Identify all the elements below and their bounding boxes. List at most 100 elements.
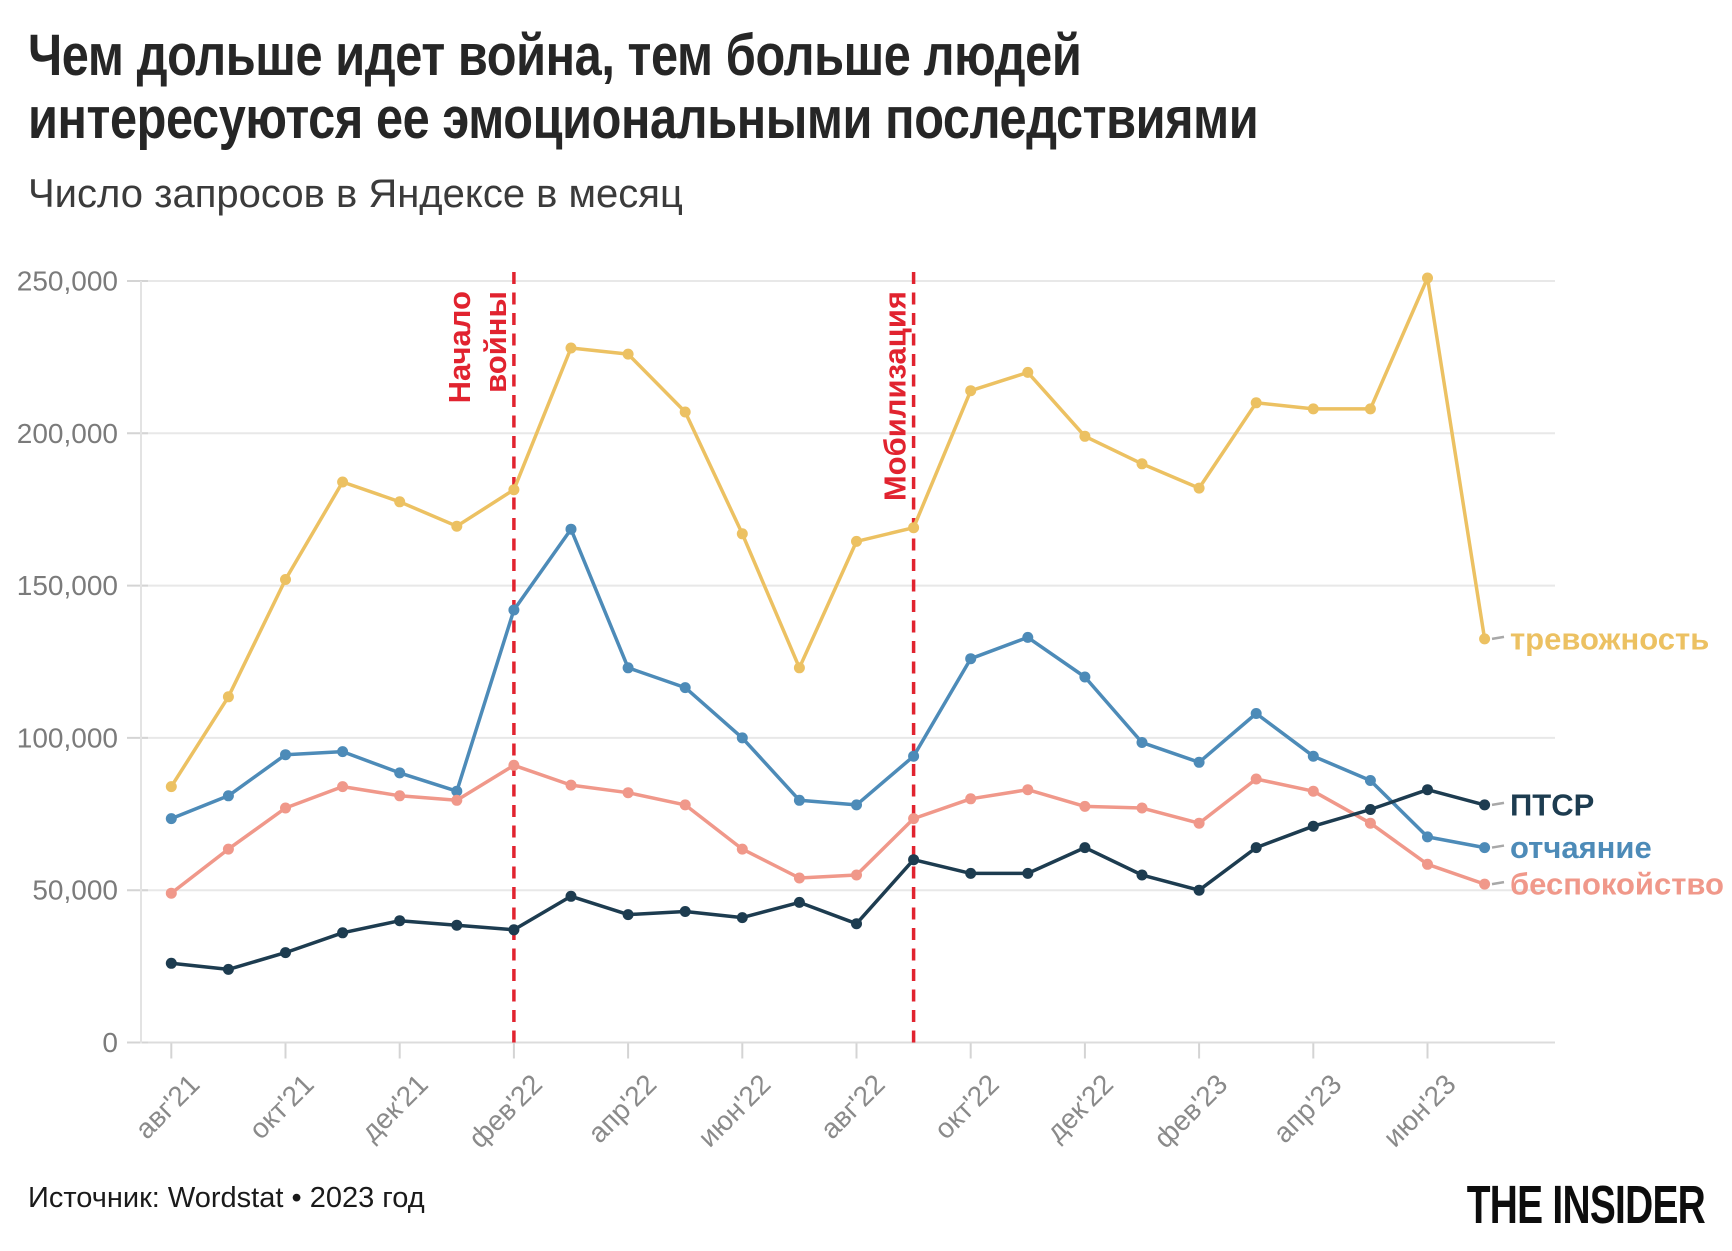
data-point-anxiety-19 [1250,397,1262,409]
data-point-despair-5 [451,785,463,797]
data-point-despair-7 [565,523,577,535]
series-line-worry [169,763,1487,895]
data-point-worry-7 [565,779,577,791]
data-point-anxiety-2 [280,574,291,585]
legend-label-ptsd: ПТСР [1510,787,1594,822]
x-axis-label: окт'21 [243,1068,320,1145]
x-axis-label: апр'22 [582,1068,662,1148]
data-point-despair-18 [1193,756,1205,768]
legend-dash-despair [1491,844,1505,849]
data-point-anxiety-3 [337,476,349,488]
data-point-ptsd-16 [1079,842,1091,854]
data-point-ptsd-7 [565,890,577,902]
annotation-label-mobilization: Мобилизация [878,291,913,501]
data-point-ptsd-12 [851,918,862,930]
data-point-anxiety-11 [793,662,805,674]
data-point-despair-19 [1250,708,1262,719]
data-point-despair-10 [736,732,748,744]
data-point-worry-6 [508,759,520,771]
data-point-worry-16 [1079,800,1091,812]
legend-dash-ptsd [1491,801,1505,807]
legend-label-despair: отчаяние [1510,830,1652,865]
data-point-worry-23 [1479,878,1491,890]
x-axis-label: фев'23 [1148,1068,1234,1154]
data-point-anxiety-0 [165,781,177,793]
data-point-ptsd-2 [280,947,291,959]
data-point-ptsd-6 [508,924,520,936]
data-point-anxiety-20 [1307,403,1319,415]
data-point-despair-21 [1364,775,1376,786]
data-point-ptsd-19 [1250,842,1262,854]
page-title: Чем дольше идет война, тем больше людей … [28,23,1259,152]
chart-subtitle: Число запросов в Яндексе в месяц [28,172,683,216]
x-axis-label: дек'22 [1040,1068,1119,1147]
data-point-ptsd-21 [1364,804,1376,815]
data-point-despair-13 [908,750,920,762]
data-point-ptsd-17 [1136,869,1148,881]
page-title-line1: Чем дольше идет война, тем больше людей [28,23,1082,88]
data-point-despair-11 [793,794,805,806]
data-point-ptsd-18 [1193,884,1205,896]
data-point-ptsd-0 [165,957,177,969]
data-point-despair-22 [1422,831,1433,843]
x-axis-label: авг'21 [129,1068,205,1144]
data-point-worry-12 [851,869,862,881]
data-point-anxiety-1 [222,691,234,703]
data-point-anxiety-7 [565,342,577,354]
data-point-despair-23 [1479,842,1491,854]
data-point-anxiety-17 [1136,458,1148,470]
data-point-despair-17 [1136,737,1148,748]
legend-label-anxiety: тревожность [1510,621,1709,656]
data-point-ptsd-1 [222,963,234,975]
data-point-worry-22 [1422,858,1433,870]
data-point-anxiety-22 [1422,272,1433,284]
data-point-worry-10 [736,843,748,855]
data-point-anxiety-9 [679,406,691,418]
data-point-ptsd-8 [622,909,634,921]
data-point-ptsd-5 [451,919,463,931]
data-point-worry-21 [1364,817,1376,829]
data-point-despair-20 [1307,750,1319,762]
data-point-worry-15 [1022,784,1034,796]
data-point-despair-9 [679,682,691,694]
data-point-worry-18 [1193,817,1205,829]
y-axis-label: 250,000 [17,266,118,297]
legend-label-worry: беспокойство [1510,867,1724,902]
data-point-despair-4 [394,767,406,779]
data-point-despair-12 [851,799,862,811]
y-axis-label: 100,000 [17,722,118,753]
data-point-worry-1 [222,843,234,855]
data-point-worry-2 [280,802,291,814]
x-axis-label: дек'21 [355,1068,434,1147]
page-title-line2: интересуются ее эмоциональными последств… [28,86,1259,152]
data-point-anxiety-10 [736,528,748,540]
y-axis-label: 50,000 [32,875,118,906]
data-point-worry-5 [451,794,463,806]
legend-dash-worry [1491,880,1505,886]
annotation-label-war-start: Начало [442,291,477,403]
data-point-worry-8 [622,787,634,799]
x-axis-label: окт'22 [928,1068,1005,1145]
data-point-despair-0 [165,813,177,825]
data-point-ptsd-14 [965,867,977,879]
data-point-ptsd-23 [1479,799,1491,811]
data-point-worry-17 [1136,802,1148,814]
data-point-ptsd-13 [908,854,920,866]
data-point-anxiety-21 [1364,403,1376,415]
data-point-ptsd-10 [736,912,748,924]
data-point-worry-20 [1307,785,1319,797]
data-point-anxiety-4 [394,496,406,508]
data-point-despair-2 [280,749,291,761]
data-point-ptsd-9 [679,906,691,917]
data-point-worry-4 [394,790,406,802]
insider-logo: THE INSIDER [1466,1175,1706,1235]
data-point-anxiety-14 [965,385,977,397]
series-line-anxiety [169,276,1487,789]
data-point-ptsd-3 [337,927,349,939]
data-point-worry-0 [165,887,177,899]
source-note: Источник: Wordstat • 2023 год [28,1182,425,1214]
data-point-anxiety-6 [508,484,520,496]
y-axis-label: 200,000 [17,418,118,449]
